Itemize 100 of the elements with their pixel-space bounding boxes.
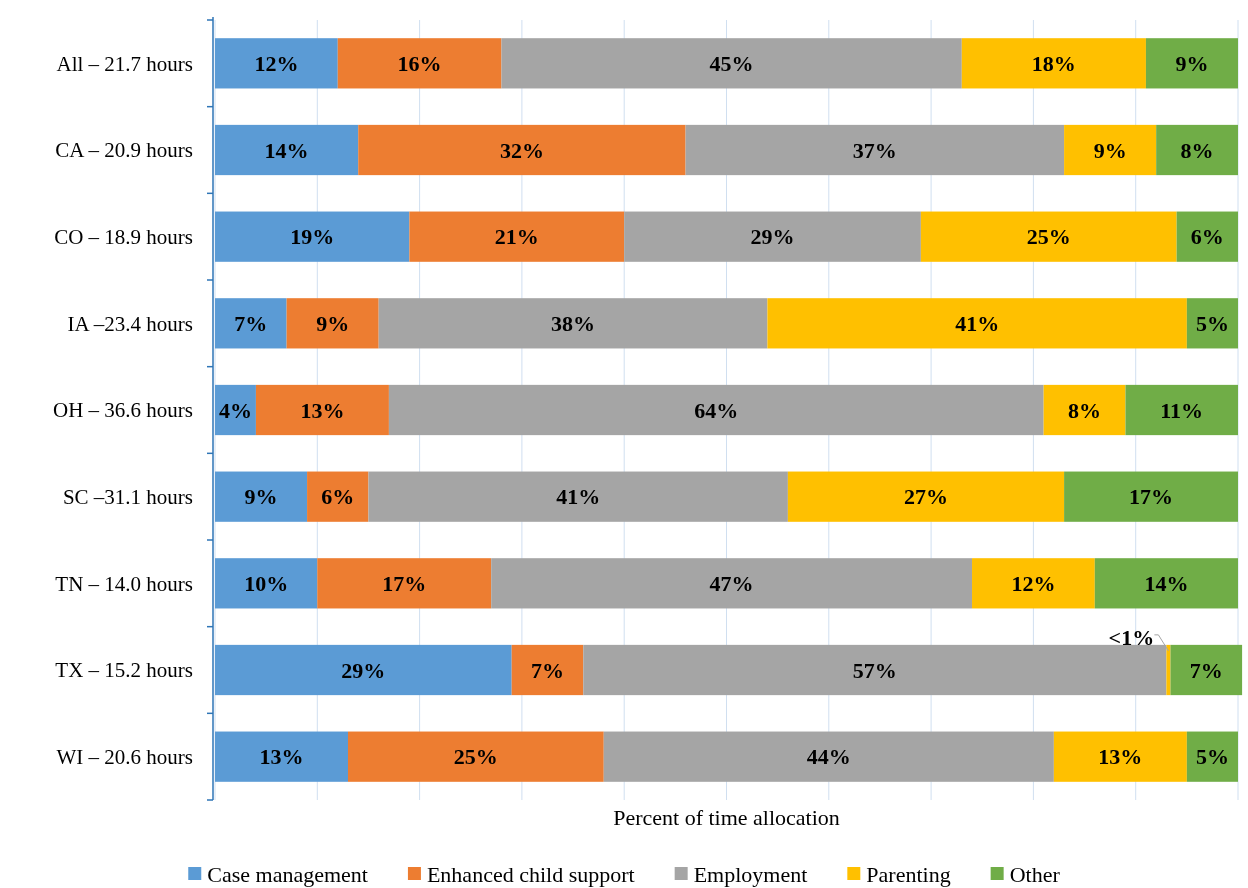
- legend-label: Other: [1009, 861, 1061, 887]
- data-label: 32%: [499, 137, 544, 163]
- data-label: 47%: [709, 571, 754, 597]
- data-label: 7%: [234, 311, 268, 337]
- bar: [1125, 384, 1238, 436]
- data-label: 17%: [1129, 484, 1174, 510]
- y-tick-label: CO – 18.9 hours: [54, 225, 193, 250]
- legend-label: Employment: [693, 861, 808, 887]
- bar: [624, 211, 921, 262]
- bar: [1145, 38, 1238, 89]
- bar: [685, 124, 1065, 176]
- bar: [961, 38, 1146, 89]
- bar: [215, 558, 318, 609]
- bar: [347, 731, 604, 782]
- data-label: 9%: [316, 311, 350, 337]
- data-label: 13%: [1098, 744, 1143, 770]
- y-tick-label: SC –31.1 hours: [62, 485, 193, 510]
- y-tick-label: WI – 20.6 hours: [56, 745, 193, 770]
- data-label: 9%: [1175, 51, 1209, 77]
- data-label: 29%: [750, 224, 795, 250]
- data-label: 9%: [244, 484, 278, 510]
- bar: [1094, 558, 1238, 609]
- bar: [215, 38, 338, 89]
- bar: [1186, 731, 1238, 782]
- data-label: 14%: [1144, 571, 1189, 597]
- y-tick-label: CA – 20.9 hours: [55, 138, 193, 163]
- bar: [215, 471, 308, 522]
- bar: [511, 644, 584, 696]
- bar: [787, 471, 1065, 522]
- y-tick-label: All – 21.7 hours: [56, 51, 193, 76]
- bar: [409, 211, 625, 262]
- data-label: 9%: [1093, 137, 1127, 163]
- x-axis-title: Percent of time allocation: [613, 805, 840, 830]
- data-label: 12%: [254, 51, 299, 77]
- data-label: 16%: [397, 51, 442, 77]
- data-label: 19%: [290, 224, 335, 250]
- bar: [358, 124, 686, 176]
- bar: [1043, 384, 1126, 436]
- data-label: 57%: [852, 657, 897, 683]
- legend-label: Enhanced child support: [426, 861, 635, 887]
- bar: [388, 384, 1044, 436]
- y-tick-label: IA –23.4 hours: [67, 311, 193, 336]
- data-label: 18%: [1031, 51, 1076, 77]
- data-label: 64%: [694, 397, 739, 423]
- bar: [920, 211, 1177, 262]
- data-label: 13%: [300, 397, 345, 423]
- data-label: 7%: [530, 657, 564, 683]
- data-label: 21%: [494, 224, 539, 250]
- bar: [317, 558, 492, 609]
- bar: [215, 124, 359, 176]
- data-label: 45%: [709, 51, 754, 77]
- bar: [1156, 124, 1238, 176]
- bar: [767, 298, 1187, 349]
- data-label: 7%: [1189, 657, 1223, 683]
- bar: [307, 471, 369, 522]
- bar: [368, 471, 788, 522]
- data-label: 44%: [806, 744, 851, 770]
- bar: [1064, 124, 1157, 176]
- bar: [501, 38, 962, 89]
- legend-label: Parenting: [866, 861, 951, 887]
- data-label: 41%: [556, 484, 601, 510]
- data-label: 37%: [852, 137, 897, 163]
- data-label: 13%: [259, 744, 304, 770]
- data-label: 5%: [1195, 744, 1229, 770]
- bar: [1166, 644, 1171, 696]
- bar: [255, 384, 389, 436]
- y-tick-label: TN – 14.0 hours: [55, 571, 193, 596]
- bar: [286, 298, 379, 349]
- bar: [337, 38, 502, 89]
- data-label: <1%: [1108, 624, 1155, 650]
- data-label: 6%: [1190, 224, 1224, 250]
- bar: [215, 211, 410, 262]
- y-tick-label: OH – 36.6 hours: [53, 398, 193, 423]
- bar: [1176, 211, 1238, 262]
- data-label: 4%: [218, 397, 252, 423]
- data-label: 11%: [1160, 397, 1204, 423]
- data-label: 6%: [321, 484, 355, 510]
- data-label: 8%: [1068, 397, 1102, 423]
- data-label: 12%: [1011, 571, 1056, 597]
- bar: [1064, 471, 1238, 522]
- data-label: 14%: [264, 137, 309, 163]
- data-label: 38%: [551, 311, 596, 337]
- data-label: 27%: [903, 484, 948, 510]
- bar: [491, 558, 973, 609]
- data-label: 8%: [1180, 137, 1214, 163]
- data-label: 25%: [453, 744, 498, 770]
- bar: [1186, 298, 1238, 349]
- data-label: 41%: [955, 311, 1000, 337]
- data-label: 10%: [244, 571, 289, 597]
- legend-label: Case management: [207, 861, 368, 887]
- bar: [1170, 644, 1243, 696]
- bar: [972, 558, 1095, 609]
- y-tick-label: TX – 15.2 hours: [55, 658, 193, 683]
- bar: [215, 644, 512, 696]
- data-label: 17%: [382, 571, 427, 597]
- bar: [215, 731, 348, 782]
- bar: [378, 298, 768, 349]
- data-label: 5%: [1195, 311, 1229, 337]
- bar: [1053, 731, 1187, 782]
- data-label: 29%: [341, 657, 386, 683]
